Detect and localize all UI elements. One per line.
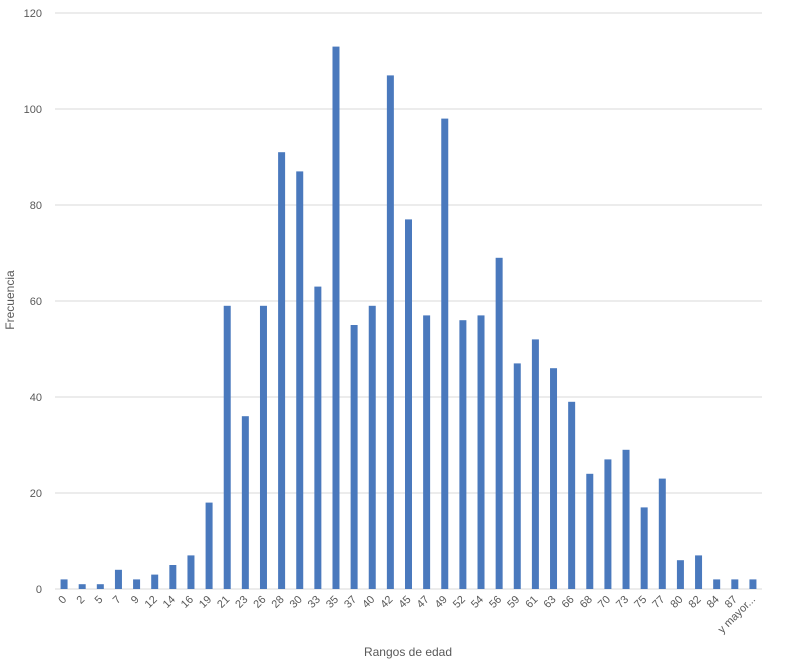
y-axis-title: Frecuencia [3,270,17,330]
x-tick-label: 82 [687,594,704,611]
bar [223,305,231,589]
bars [60,46,757,590]
x-tick-label: 47 [415,594,432,611]
x-tick-label: 37 [342,594,359,611]
bar [151,574,159,589]
bar [114,569,122,589]
bar [713,579,721,589]
x-tick-label: 0 [56,594,69,607]
bar [259,305,267,589]
x-tick-label: 30 [288,594,305,611]
bar [169,565,177,589]
bar [187,555,195,589]
bar [550,368,558,589]
bar [531,339,539,589]
x-tick-label: 26 [251,594,268,611]
x-tick-label: 16 [179,594,196,611]
y-tick-label: 0 [36,584,42,596]
y-tick-label: 20 [30,488,42,500]
x-tick-label: 12 [143,594,160,611]
bar [749,579,757,589]
y-tick-label: 80 [30,200,42,212]
bar [205,502,213,589]
bar [495,257,503,589]
x-tick-label: 40 [360,594,377,611]
bar [423,315,431,589]
x-axis-tick-labels: 0 2 5 7 9 12 14 16 19 21 23 26 28 30 33 35 37 40 42 45 47 49 5… [56,594,758,636]
x-axis-title: Rangos de edad [364,645,452,659]
bar [350,325,358,589]
bar [60,579,68,589]
x-tick-label: 42 [378,594,395,611]
bar [405,219,412,589]
bar [604,459,612,589]
x-tick-label: 23 [233,594,250,611]
x-tick-label: 59 [505,594,522,611]
x-tick-label: 66 [560,594,577,611]
x-tick-label: 56 [487,594,504,611]
x-tick-label: 2 [74,594,87,607]
x-tick-label: 63 [541,594,558,611]
bar [695,555,703,589]
x-tick-label: 70 [596,594,613,611]
x-tick-label: 21 [215,594,232,611]
bar [241,416,249,589]
y-tick-label: 60 [30,296,42,308]
x-tick-label: 9 [129,594,142,607]
x-tick-label: 73 [614,594,631,611]
bar [133,579,141,589]
x-tick-label: 84 [705,594,722,611]
x-tick-label: 35 [324,594,341,611]
y-axis-tick-labels: 0 20 40 60 80 100 120 [24,8,42,596]
bar [622,449,630,589]
bar [78,584,86,589]
y-tick-label: 120 [24,8,42,20]
x-tick-label: 33 [306,594,323,611]
bar [658,478,666,589]
bar [459,320,467,589]
x-tick-label: 5 [93,594,106,607]
x-tick-label: 7 [111,594,124,607]
bar [586,473,594,589]
bar [676,560,684,589]
bar [640,507,648,589]
bar [731,579,739,589]
bar [386,75,394,589]
bar [296,171,304,589]
x-tick-label: 61 [523,594,540,611]
bar [332,46,340,590]
x-tick-label: 75 [632,594,649,611]
bar [513,363,521,589]
bar [441,118,449,589]
x-tick-label: 28 [270,594,287,611]
bar [477,315,485,589]
bar [368,305,376,589]
bar [278,152,286,589]
x-tick-label: 52 [451,594,468,611]
x-tick-label: 49 [433,594,450,611]
x-tick-label: 77 [650,594,667,611]
x-tick-label: 80 [668,594,685,611]
x-tick-label: 45 [396,594,413,611]
x-tick-label: 14 [161,594,178,611]
x-tick-label: 68 [578,594,595,611]
bar [568,401,576,589]
y-tick-label: 40 [30,392,42,404]
bar [314,286,322,589]
x-tick-label: 54 [469,594,486,611]
y-tick-label: 100 [24,104,42,116]
x-tick-label: 19 [197,594,214,611]
bar [96,584,104,589]
